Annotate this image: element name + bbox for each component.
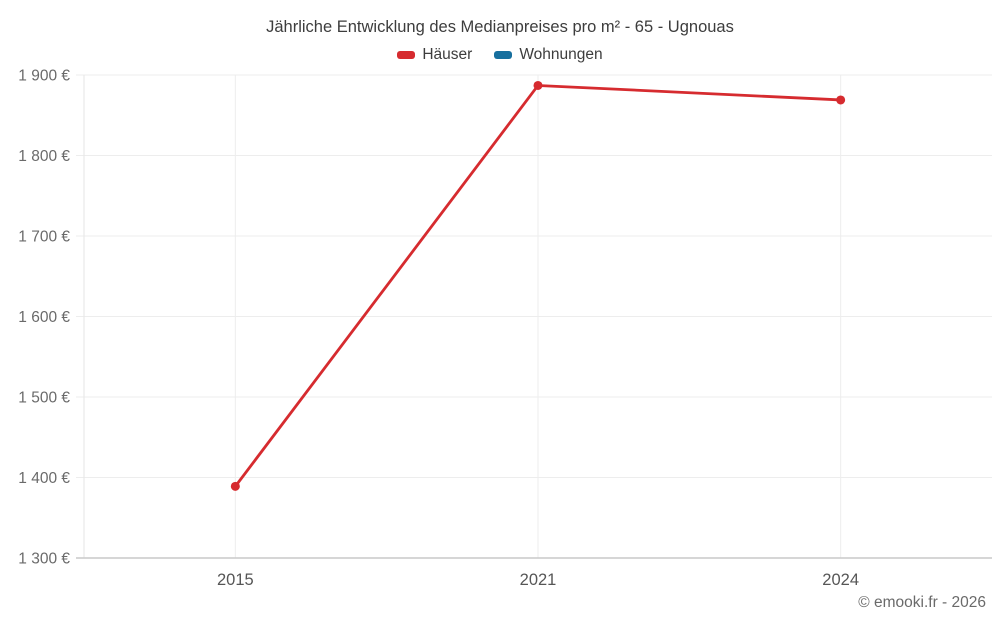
y-axis-tick-label: 1 600 € [18, 309, 70, 326]
data-point-2015[interactable] [230, 481, 240, 491]
legend-label-wohnungen: Wohnungen [519, 46, 603, 63]
y-axis-tick-label: 1 800 € [18, 148, 70, 165]
x-axis-tick-label: 2024 [822, 571, 859, 589]
x-axis-tick-label: 2015 [217, 571, 254, 589]
legend: Häuser Wohnungen [0, 46, 1000, 64]
legend-item-haeuser[interactable]: Häuser [397, 46, 472, 64]
y-axis-tick-label: 1 700 € [18, 229, 70, 246]
chart-title: Jährliche Entwicklung des Medianpreises … [266, 18, 734, 36]
data-point-2021[interactable] [533, 80, 543, 90]
legend-swatch-wohnungen-icon [494, 51, 513, 59]
legend-swatch-haeuser-icon [397, 51, 416, 59]
x-axis-tick-label: 2021 [520, 571, 557, 589]
legend-item-wohnungen[interactable]: Wohnungen [494, 46, 603, 64]
y-axis-tick-label: 1 400 € [18, 470, 70, 487]
y-axis-tick-label: 1 900 € [18, 68, 70, 85]
copyright-credit: © emooki.fr - 2026 [858, 594, 986, 611]
legend-label-haeuser: Häuser [422, 46, 473, 63]
data-point-2024[interactable] [836, 95, 846, 105]
y-axis-tick-label: 1 500 € [18, 390, 70, 407]
y-axis-tick-label: 1 300 € [18, 551, 70, 568]
